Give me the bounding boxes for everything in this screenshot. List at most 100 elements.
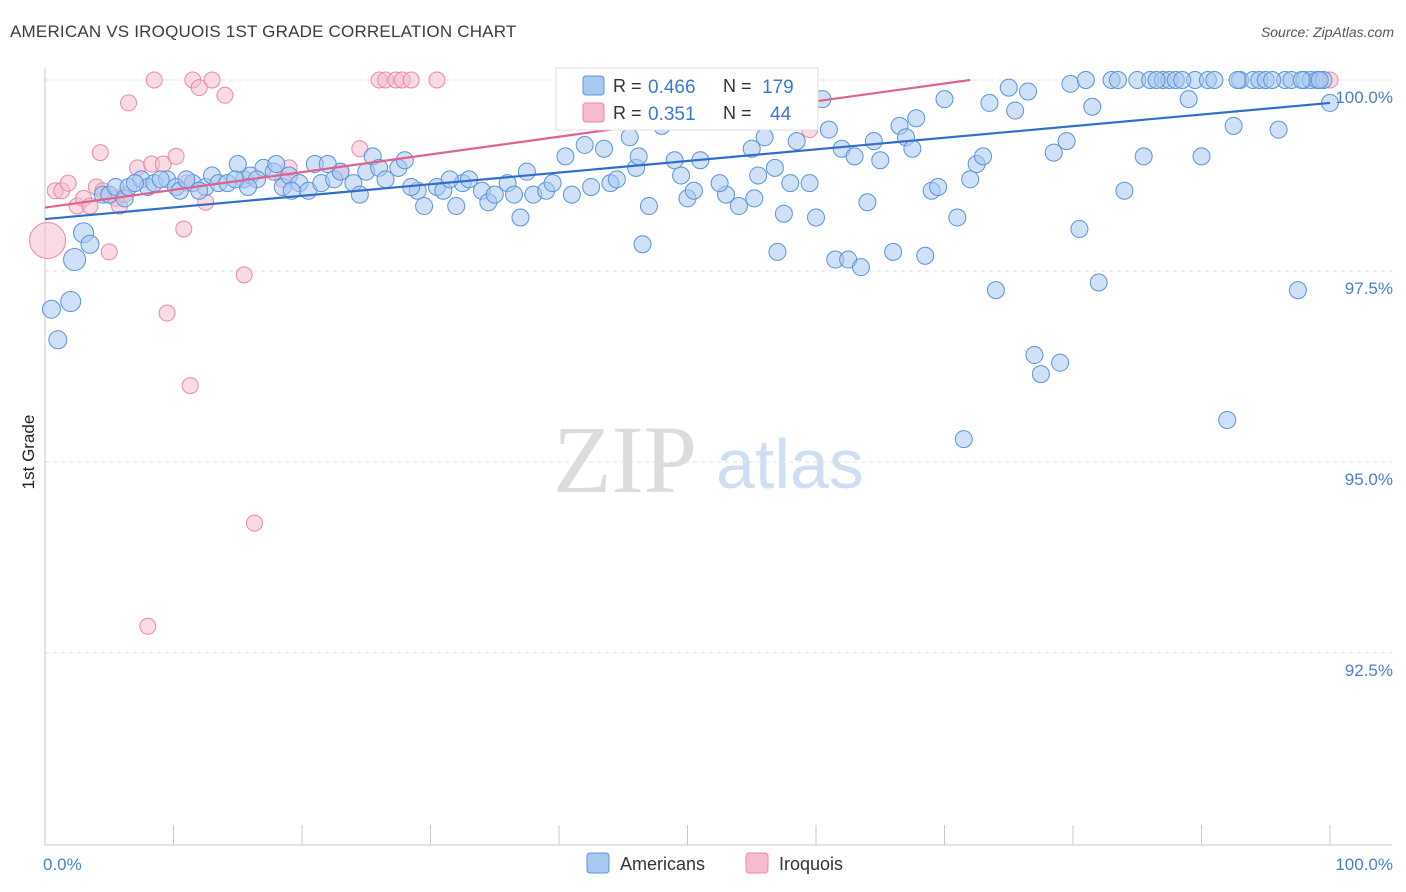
americans-point [562,185,581,204]
americans-point [556,147,575,166]
y-axis-label: 1st Grade [19,415,38,490]
americans-point [961,170,980,189]
legend-americans-swatch [586,852,610,874]
iroquois-point [29,221,67,259]
americans-point [607,170,626,189]
americans-point [505,185,524,204]
y-tick-label: 97.5% [1345,279,1393,298]
x-tick-label: 100.0% [1335,855,1393,874]
iroquois-point [120,94,138,112]
iroquois-point [235,266,253,284]
y-tick-label: 100.0% [1335,88,1393,107]
watermark-zip: ZIP [553,406,697,513]
americans-point [511,208,530,227]
americans-point [1192,147,1211,166]
y-tick-label: 92.5% [1345,661,1393,680]
americans-point [774,204,793,223]
americans-point [639,197,658,216]
americans-point [60,291,82,313]
americans-point [710,174,729,193]
americans-point [1108,71,1127,89]
americans-point [1057,132,1076,151]
iroquois-point [167,147,185,165]
americans-point [1134,147,1153,166]
americans-point [1006,101,1025,120]
americans-point [980,93,999,112]
n-label-iroquois: N = [723,103,752,123]
americans-point [80,234,100,254]
americans-swatch [582,75,605,96]
americans-point [517,162,536,181]
americans-point [819,120,838,139]
r-value-iroquois: 0.351 [648,104,696,125]
americans-point [48,330,68,350]
iroquois-point [351,140,369,158]
iroquois-point [59,174,77,192]
n-label-americans: N = [723,76,752,96]
americans-trend-line [44,101,1331,221]
americans-point [929,177,948,196]
legend-iroquois-label: Iroquois [779,854,843,874]
americans-point [1292,71,1311,89]
americans-point [1269,120,1288,139]
americans-point [177,170,196,189]
americans-point [765,158,784,177]
iroquois-point [158,304,176,322]
americans-point [1147,71,1166,89]
chart-title: AMERICAN VS IROQUOIS 1ST GRADE CORRELATI… [10,22,517,41]
americans-point [916,246,935,265]
americans-point [684,181,703,200]
watermark: ZIP atlas [553,406,864,513]
legend-americans-label: Americans [620,854,705,874]
americans-point [1025,346,1044,365]
iroquois-point [100,243,118,261]
americans-point [768,242,787,261]
americans-point [1019,82,1038,101]
iroquois-point [181,377,199,395]
americans-point [1070,219,1089,238]
iroquois-point [216,86,234,104]
americans-point [729,197,748,216]
americans-point [954,430,973,449]
americans-point [395,151,414,170]
americans-point [742,139,761,158]
n-value-americans: 179 [762,77,794,98]
americans-point [665,151,684,170]
americans-point [851,258,870,277]
americans-point [1076,71,1095,89]
americans-point [1310,71,1329,89]
americans-point [575,135,594,154]
axes [44,68,1392,846]
y-tick-label: 95.0% [1345,470,1393,489]
source-label: Source: ZipAtlas.com [1260,24,1394,40]
iroquois-point [428,71,446,89]
americans-point [749,166,768,185]
americans-point [858,193,877,212]
americans-point [582,177,601,196]
americans-point [485,185,504,204]
americans-point [1288,281,1307,300]
americans-points [41,71,1339,449]
americans-point [999,78,1018,97]
americans-point [1263,71,1282,89]
americans-point [1224,116,1243,135]
americans-point [1051,353,1070,372]
iroquois-swatch [582,102,605,123]
watermark-atlas: atlas [716,425,864,503]
americans-point [620,128,639,147]
tick-labels: 100.0% 97.5% 95.0% 92.5% 0.0% 100.0% [43,88,1393,874]
americans-point [755,128,774,147]
americans-point [807,208,825,227]
americans-point [1173,71,1192,89]
americans-point [440,170,459,189]
americans-point [1205,71,1224,89]
americans-point [1179,90,1198,109]
americans-point [629,147,648,166]
americans-point [907,109,926,128]
americans-point [935,90,954,109]
americans-point [986,281,1005,300]
americans-point [1044,143,1063,162]
iroquois-point [402,71,420,89]
iroquois-point [145,71,163,89]
